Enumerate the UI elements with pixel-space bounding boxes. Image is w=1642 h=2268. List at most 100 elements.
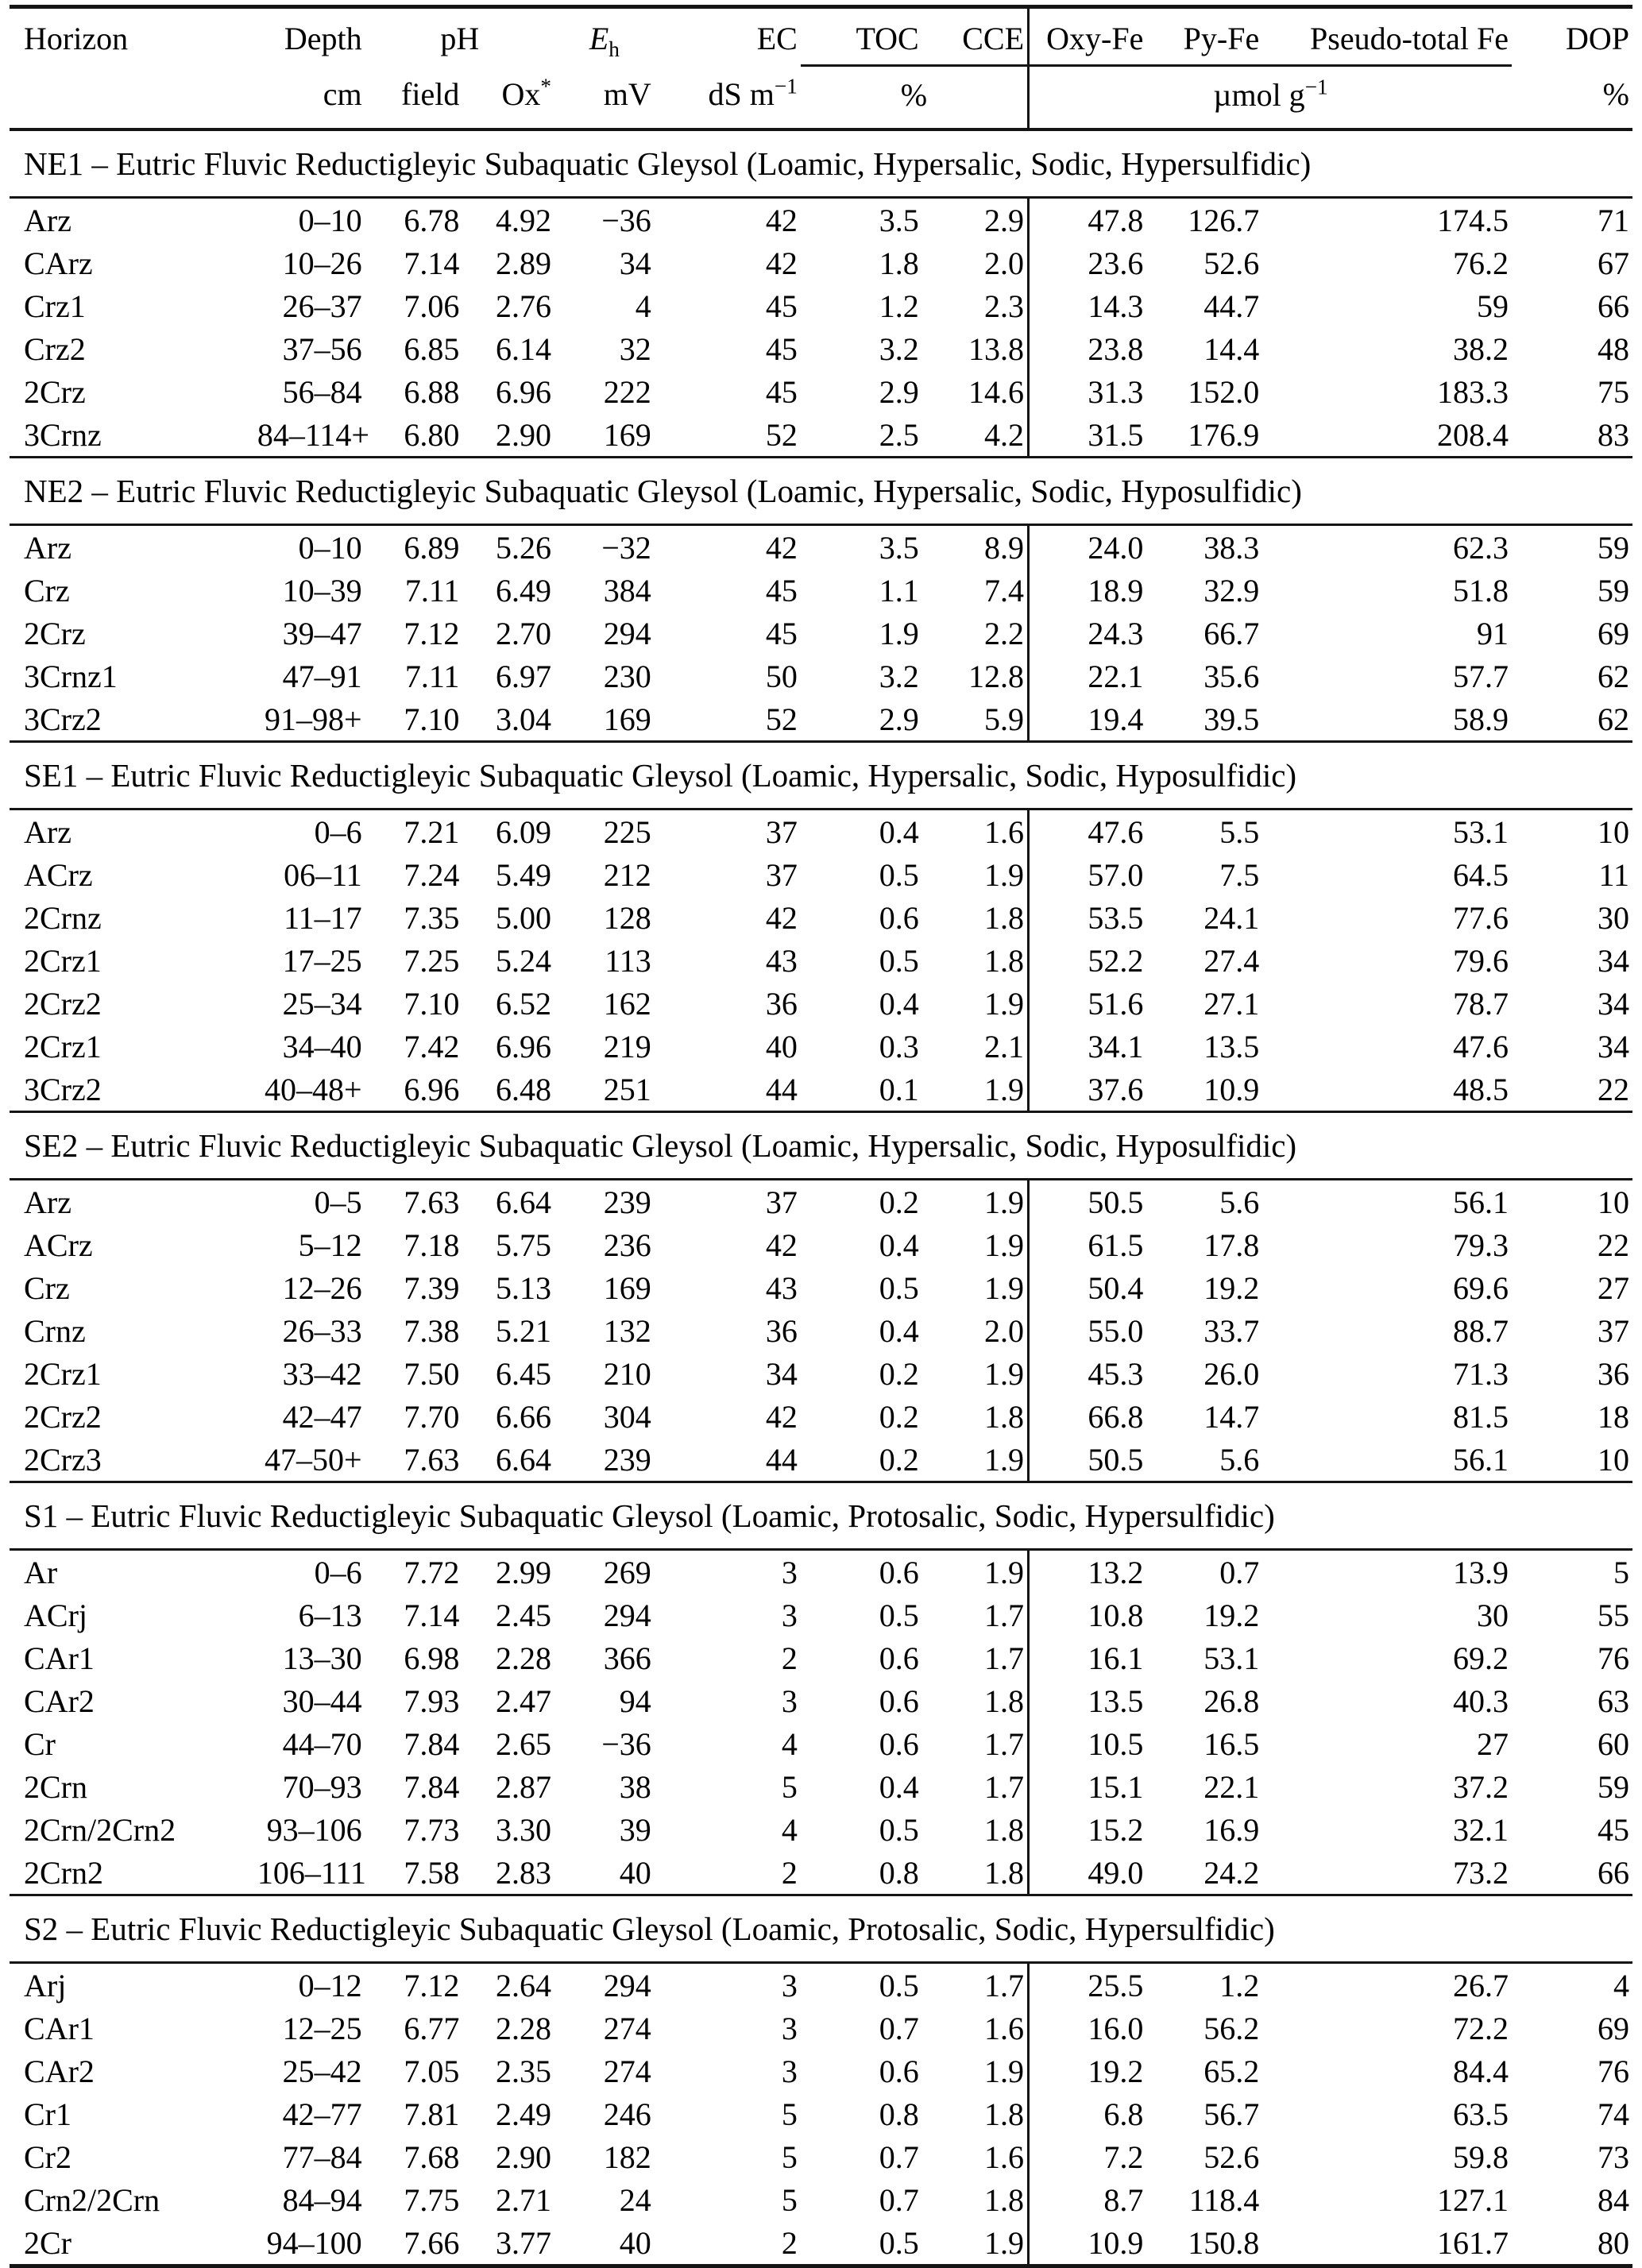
- section-header-row: NE1 – Eutric Fluvic Reductigleyic Subaqu…: [10, 128, 1632, 199]
- cell-py-fe: 19.2: [1203, 1597, 1260, 1633]
- cell-oxy-fe: 13.2: [1088, 1554, 1144, 1590]
- table-row: Arj 0–12 7.12 2.64 294 3 0.5 1.7 25.5 1.2 26.7 4: [10, 1962, 1632, 2007]
- section-header-row: SE2 – Eutric Fluvic Reductigleyic Subaqu…: [10, 1111, 1632, 1180]
- cell-oxy-fe: 66.8: [1088, 1398, 1144, 1435]
- cell-cce: 1.8: [921, 1679, 1030, 1722]
- cell-dop: 55: [1598, 1597, 1629, 1633]
- cell-oxy-fe: 23.6: [1088, 245, 1144, 281]
- ox-asterisk: *: [540, 74, 552, 99]
- cell-ec: 43: [765, 1269, 798, 1306]
- cell-cce: 1.8: [921, 2178, 1030, 2221]
- table-row: CAr2 25–42 7.05 2.35 274 3 0.6 1.9 19.2 65.2 84.4 7…: [10, 2050, 1632, 2092]
- cell-ph-ox: 5.49: [496, 856, 552, 893]
- cell-eh: 222: [603, 373, 651, 410]
- cell-ec: 4: [781, 1811, 798, 1848]
- cell-cce: 1.9: [921, 2050, 1030, 2092]
- cell-py-fe: 24.1: [1203, 899, 1260, 936]
- cell-ph-ox: 2.99: [496, 1554, 552, 1590]
- umol-g-label: µmol g: [1213, 77, 1305, 113]
- cell-oxy-fe: 15.1: [1088, 1768, 1144, 1805]
- cell-ec: 2: [781, 1640, 798, 1676]
- cell-horizon: Arj: [24, 1967, 67, 2003]
- cell-pseudo-total-fe: 77.6: [1453, 899, 1509, 936]
- cell-ph-field: 7.06: [404, 288, 460, 324]
- cell-toc: 3.2: [879, 658, 919, 694]
- cell-cce: 2.1: [921, 1025, 1030, 1068]
- cell-toc: 0.6: [879, 1683, 919, 1719]
- cell-ec: 3: [781, 1554, 798, 1590]
- table-row: ACrz 06–11 7.24 5.49 212 37 0.5 1.9 57.0 7.5 64.5 1…: [10, 853, 1632, 896]
- cell-horizon: Arz: [24, 813, 71, 850]
- cell-pseudo-total-fe: 56.1: [1453, 1441, 1509, 1478]
- cell-toc: 0.6: [879, 1725, 919, 1762]
- cell-dop: 66: [1598, 1854, 1629, 1891]
- cell-cce: 2.9: [921, 197, 1030, 241]
- cell-depth: 17–25: [282, 942, 362, 979]
- cell-ph-ox: 2.45: [496, 1597, 552, 1633]
- cell-depth: 56–84: [282, 373, 362, 410]
- cell-horizon: 2Cr: [24, 2224, 71, 2261]
- cell-ph-field: 7.50: [404, 1355, 460, 1392]
- col-header-horizon: Horizon: [24, 21, 129, 56]
- cell-ph-ox: 2.64: [496, 1967, 552, 2003]
- cell-eh: 294: [603, 1597, 651, 1633]
- cell-toc: 0.6: [879, 1640, 919, 1676]
- table-row: Arz 0–6 7.21 6.09 225 37 0.4 1.6 47.6 5.5 53.1 10: [10, 809, 1632, 853]
- cell-horizon: 2Crz1: [24, 1355, 102, 1392]
- table-row: 2Crz 56–84 6.88 6.96 222 45 2.9 14.6 31.3 152.0 18…: [10, 370, 1632, 413]
- table-row: 3Crz2 40–48+ 6.96 6.48 251 44 0.1 1.9 37.6 10.9 48…: [10, 1068, 1632, 1112]
- cell-oxy-fe: 55.0: [1088, 1312, 1144, 1349]
- cell-pseudo-total-fe: 174.5: [1437, 202, 1509, 238]
- cell-pseudo-total-fe: 59: [1477, 288, 1509, 324]
- cell-py-fe: 19.2: [1203, 1269, 1260, 1306]
- cell-ph-field: 7.84: [404, 1768, 460, 1805]
- ox-label: Ox: [501, 76, 541, 113]
- cell-py-fe: 35.6: [1203, 658, 1260, 694]
- cell-toc: 0.2: [879, 1355, 919, 1392]
- cell-toc: 0.8: [879, 1854, 919, 1891]
- cell-toc: 0.5: [879, 2224, 919, 2261]
- unit-ph-ox: Ox*: [462, 65, 555, 131]
- cell-toc: 2.9: [879, 373, 919, 410]
- cell-ph-field: 7.11: [404, 572, 460, 609]
- cell-horizon: Arz: [24, 202, 71, 238]
- cell-ph-field: 7.84: [404, 1725, 460, 1762]
- cell-oxy-fe: 10.5: [1088, 1725, 1144, 1762]
- cell-oxy-fe: 14.3: [1088, 288, 1144, 324]
- cell-ph-ox: 6.97: [496, 658, 552, 694]
- cell-py-fe: 27.4: [1203, 942, 1260, 979]
- table-row: Ar 0–6 7.72 2.99 269 3 0.6 1.9 13.2 0.7 13.9 5: [10, 1549, 1632, 1594]
- table-row: 2Cr 94–100 7.66 3.77 40 2 0.5 1.9 10.9 150.8 161.7…: [10, 2221, 1632, 2266]
- cell-cce: 1.8: [921, 896, 1030, 939]
- cell-horizon: 2Crn/2Crn2: [24, 1811, 176, 1848]
- col-header-toc: TOC: [800, 6, 922, 67]
- cell-eh: 169: [603, 1269, 651, 1306]
- cell-dop: 83: [1598, 416, 1629, 453]
- col-header-depth: Depth: [284, 21, 362, 56]
- cell-eh: −32: [601, 529, 651, 566]
- table-row: CAr1 12–25 6.77 2.28 274 3 0.7 1.6 16.0 56.2 72.2 6…: [10, 2007, 1632, 2050]
- table-row: Crz2 37–56 6.85 6.14 32 45 3.2 13.8 23.8 14.4 38.2…: [10, 327, 1632, 370]
- cell-cce: 1.7: [921, 1962, 1030, 2007]
- cell-pseudo-total-fe: 78.7: [1453, 985, 1509, 1022]
- cell-ph-field: 6.88: [404, 373, 460, 410]
- cell-py-fe: 26.0: [1203, 1355, 1260, 1392]
- cell-cce: 1.6: [921, 809, 1030, 853]
- table-row: 3Crnz1 47–91 7.11 6.97 230 50 3.2 12.8 22.1 35.6 5…: [10, 655, 1632, 697]
- cell-py-fe: 5.6: [1219, 1441, 1260, 1478]
- cell-ec: 37: [765, 1184, 798, 1220]
- cell-py-fe: 17.8: [1203, 1227, 1260, 1263]
- cell-toc: 0.7: [879, 2139, 919, 2175]
- cell-horizon: 2Crz1: [24, 942, 102, 979]
- cell-horizon: Crz: [24, 572, 70, 609]
- cell-depth: 5–12: [298, 1227, 362, 1263]
- cell-cce: 1.8: [921, 1395, 1030, 1438]
- cell-horizon: Crnz: [24, 1312, 86, 1349]
- cell-ph-ox: 6.96: [496, 1028, 552, 1064]
- cell-cce: 13.8: [921, 327, 1030, 370]
- cell-pseudo-total-fe: 91: [1477, 615, 1509, 651]
- cell-pseudo-total-fe: 58.9: [1453, 701, 1509, 737]
- cell-py-fe: 7.5: [1219, 856, 1260, 893]
- cell-ph-ox: 6.48: [496, 1071, 552, 1107]
- cell-toc: 0.6: [879, 2053, 919, 2089]
